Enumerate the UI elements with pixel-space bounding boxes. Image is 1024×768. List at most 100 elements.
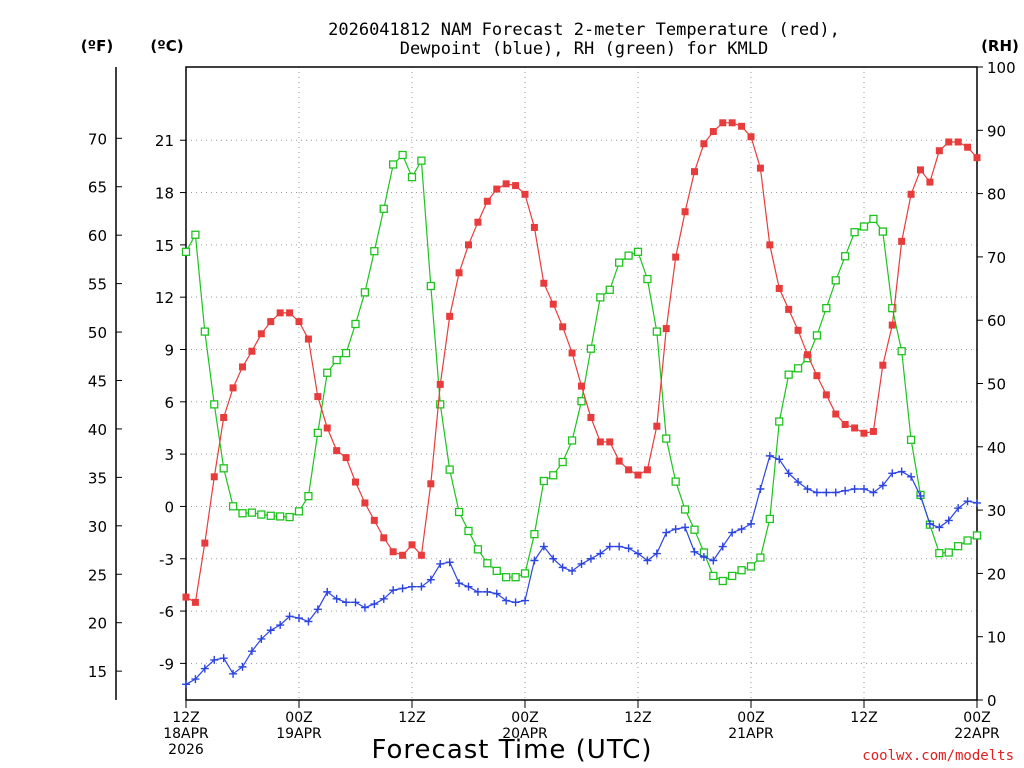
dewpoint-point xyxy=(530,556,539,565)
unit-fahrenheit: (ºF) xyxy=(81,37,113,55)
rh-point xyxy=(191,230,200,239)
dewpoint-point xyxy=(266,626,275,635)
dewpoint-point xyxy=(728,528,737,537)
temperature-point xyxy=(295,318,303,326)
temperature-point xyxy=(474,218,482,226)
rh-tick-label: 20 xyxy=(987,565,1006,583)
rh-point xyxy=(483,559,492,568)
fahrenheit-tick-label: 35 xyxy=(88,469,107,487)
dewpoint-point xyxy=(417,582,426,591)
dewpoint-point xyxy=(313,605,322,614)
celsius-tick-label: 3 xyxy=(164,446,174,464)
temperature-point xyxy=(794,326,802,334)
temperature-point xyxy=(436,380,444,388)
temperature-point xyxy=(483,197,491,205)
rh-point xyxy=(680,505,690,514)
rh-tick-label: 80 xyxy=(987,186,1006,204)
temperature-point xyxy=(578,382,585,390)
dewpoint-point xyxy=(963,497,972,506)
rh-point xyxy=(878,227,887,236)
rh-point xyxy=(181,247,191,256)
rh-point xyxy=(492,566,501,576)
dewpoint-point xyxy=(408,582,416,591)
temperature-point xyxy=(239,363,246,371)
temperature-point xyxy=(568,349,576,357)
rh-point xyxy=(360,288,370,297)
dewpoint-point xyxy=(586,554,595,563)
dewpoint-point xyxy=(568,566,577,575)
temperature-point xyxy=(370,516,378,524)
temperature-point xyxy=(361,499,369,507)
temperature-point xyxy=(625,466,633,474)
dewpoint-point xyxy=(200,664,209,673)
temperature-point xyxy=(945,138,953,146)
temperature-point xyxy=(709,128,717,136)
temperature-point xyxy=(286,309,294,317)
dewpoint-point xyxy=(888,469,897,478)
rh-point xyxy=(200,327,209,336)
dewpoint-point xyxy=(238,662,247,671)
rh-point xyxy=(294,507,304,516)
temperature-point xyxy=(408,541,416,549)
temperature-point xyxy=(182,593,190,601)
temperature-point xyxy=(540,279,548,287)
rh-point xyxy=(784,370,793,379)
temperature-point xyxy=(229,384,237,392)
celsius-tick-label: -6 xyxy=(159,603,174,621)
dewpoint-point xyxy=(775,455,784,464)
rh-point xyxy=(709,571,718,581)
dewpoint-point xyxy=(907,472,916,481)
dewpoint-point xyxy=(765,451,774,460)
temperature-point xyxy=(643,466,651,474)
time-tick-label: 00Z xyxy=(963,710,990,726)
rh-tick-label: 30 xyxy=(987,502,1006,520)
temperature-point xyxy=(267,318,275,326)
rh-point xyxy=(407,172,417,182)
rh-point xyxy=(417,156,426,165)
time-tick-label: 00Z xyxy=(285,710,312,726)
dewpoint-point xyxy=(455,579,464,588)
dewpoint-point xyxy=(954,504,963,513)
temperature-point xyxy=(399,551,407,559)
time-tick-label: 18APR xyxy=(163,726,209,742)
series-dewpoint xyxy=(182,451,981,689)
fahrenheit-tick-label: 50 xyxy=(88,324,107,342)
temperature-point xyxy=(417,551,425,559)
fahrenheit-tick-label: 70 xyxy=(88,130,107,148)
rh-point xyxy=(577,397,586,406)
dewpoint-point xyxy=(304,617,313,626)
rh-point xyxy=(530,530,539,539)
temperature-point xyxy=(596,438,604,446)
temperature-point xyxy=(389,548,397,556)
rh-point xyxy=(944,548,953,557)
rh-point xyxy=(972,531,982,540)
temperature-point xyxy=(851,424,859,432)
temperature-point xyxy=(785,305,793,313)
temperature-point xyxy=(653,422,661,430)
rh-point xyxy=(567,436,577,445)
temperature-point xyxy=(220,414,228,422)
rh-point xyxy=(841,252,850,261)
time-tick-label: 12Z xyxy=(172,710,199,726)
dewpoint-point xyxy=(897,467,906,476)
rh-point xyxy=(332,355,341,365)
rh-point xyxy=(389,160,398,169)
dewpoint-point xyxy=(784,469,793,478)
dewpoint-point xyxy=(699,553,708,562)
temperature-point xyxy=(587,414,595,422)
fahrenheit-tick-label: 55 xyxy=(88,276,107,294)
rh-point xyxy=(464,526,473,536)
dewpoint-point xyxy=(944,516,953,525)
dewpoint-point xyxy=(492,589,501,598)
dewpoint-point xyxy=(483,587,492,596)
rh-point xyxy=(906,435,916,444)
temperature-point xyxy=(775,284,783,292)
rh-point xyxy=(812,331,822,340)
dewpoint-point xyxy=(549,554,558,563)
series-layer xyxy=(181,119,982,689)
temperature-point xyxy=(615,457,623,465)
fahrenheit-tick-label: 25 xyxy=(88,566,107,584)
rh-point xyxy=(737,566,746,575)
rh-tick-label: 100 xyxy=(987,59,1016,77)
